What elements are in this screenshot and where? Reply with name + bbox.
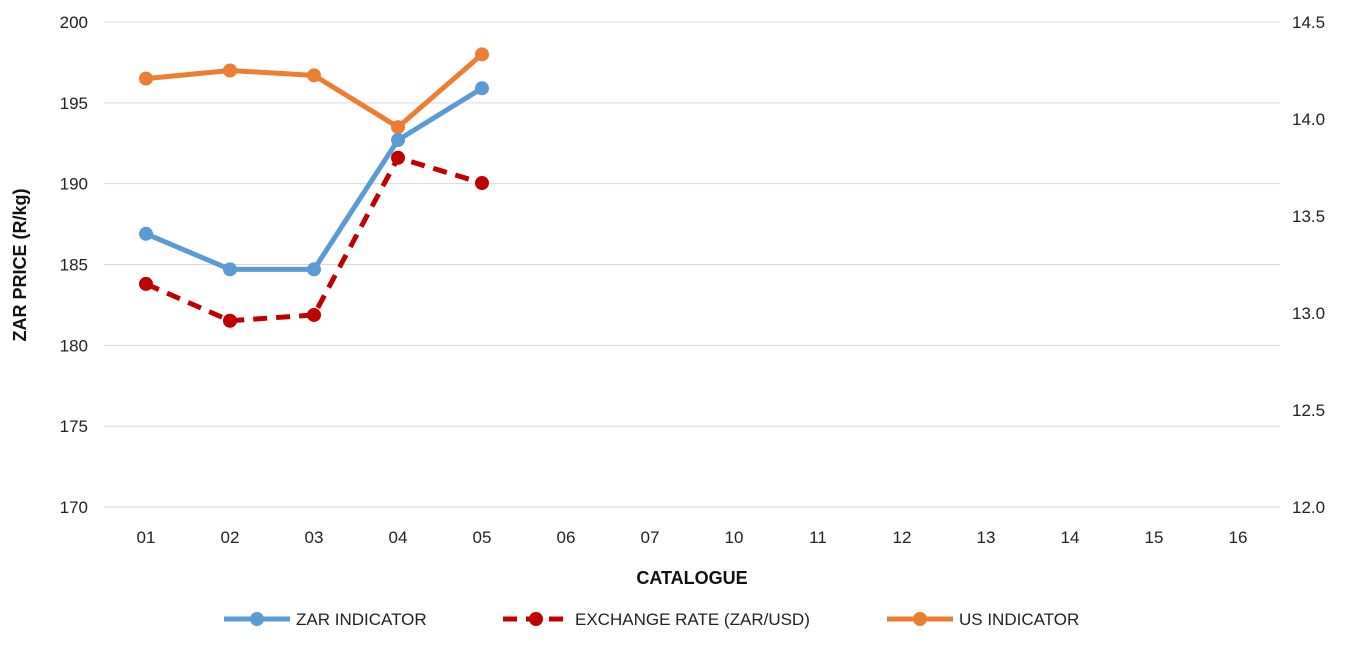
legend-label: ZAR INDICATOR <box>296 610 427 629</box>
series-line <box>145 52 484 130</box>
data-point <box>307 307 321 322</box>
x-tick-label: 11 <box>809 528 827 547</box>
right-tick-label: 12.5 <box>1292 401 1325 420</box>
x-tick-label: 07 <box>641 528 660 547</box>
data-point <box>139 226 153 241</box>
gridlines <box>104 21 1280 508</box>
data-point <box>475 47 489 62</box>
data-point <box>223 262 237 277</box>
legend-label: EXCHANGE RATE (ZAR/USD) <box>575 610 810 629</box>
x-tick-label: 10 <box>725 528 744 547</box>
legend-swatch-marker <box>913 612 927 626</box>
x-tick-label: 05 <box>473 528 492 547</box>
x-tick-label: 02 <box>221 528 240 547</box>
right-tick-label: 14.0 <box>1292 110 1325 129</box>
right-tick-label: 12.0 <box>1292 498 1325 517</box>
right-tick-label: 14.5 <box>1292 13 1325 32</box>
series-0 <box>139 81 489 277</box>
data-point <box>475 81 489 96</box>
x-axis-title: CATALOGUE <box>636 568 747 588</box>
x-tick-label: 12 <box>893 528 912 547</box>
series-line <box>144 155 483 324</box>
data-point <box>391 150 405 165</box>
left-tick-label: 180 <box>60 336 88 355</box>
left-tick-label: 195 <box>60 94 88 113</box>
left-tick-label: 200 <box>60 13 88 32</box>
data-point <box>307 68 321 83</box>
x-tick-label: 04 <box>389 528 408 547</box>
data-point <box>391 133 405 148</box>
x-tick-label: 03 <box>305 528 324 547</box>
legend-swatch-marker <box>250 612 264 626</box>
x-tick-label: 01 <box>137 528 156 547</box>
data-point <box>223 313 237 328</box>
x-tick-label: 16 <box>1229 528 1248 547</box>
right-axis-ticks: 12.0 12.5 13.0 13.5 14.0 14.5 <box>1292 13 1325 517</box>
series-1 <box>139 150 489 328</box>
legend-item: US INDICATOR <box>887 610 1079 629</box>
legend-label: US INDICATOR <box>959 610 1079 629</box>
x-tick-label: 14 <box>1061 528 1080 547</box>
left-tick-label: 170 <box>60 498 88 517</box>
data-point <box>139 71 153 86</box>
x-tick-label: 13 <box>977 528 996 547</box>
legend-item: EXCHANGE RATE (ZAR/USD) <box>503 610 810 629</box>
right-tick-label: 13.0 <box>1292 304 1325 323</box>
series-layer <box>139 47 489 328</box>
x-tick-label: 06 <box>557 528 576 547</box>
left-tick-label: 185 <box>60 256 88 275</box>
data-point <box>475 176 489 191</box>
legend: ZAR INDICATOR EXCHANGE RATE (ZAR/USD) US I… <box>224 610 1079 629</box>
left-tick-label: 190 <box>60 175 88 194</box>
series-line <box>145 86 484 272</box>
data-point <box>391 120 405 135</box>
data-point <box>139 276 153 291</box>
series-2 <box>139 47 489 135</box>
x-axis-ticks: 01 02 03 04 05 06 07 10 11 12 13 14 15 16 <box>137 528 1248 547</box>
left-axis-ticks: 170 175 180 185 190 195 200 <box>60 13 88 517</box>
right-tick-label: 13.5 <box>1292 207 1325 226</box>
y-axis-title: ZAR PRICE (R/kg) <box>10 188 30 341</box>
left-tick-label: 175 <box>60 417 88 436</box>
x-tick-label: 15 <box>1145 528 1164 547</box>
data-point <box>223 63 237 78</box>
legend-swatch-marker <box>529 612 543 626</box>
data-point <box>307 262 321 277</box>
legend-item: ZAR INDICATOR <box>224 610 427 629</box>
